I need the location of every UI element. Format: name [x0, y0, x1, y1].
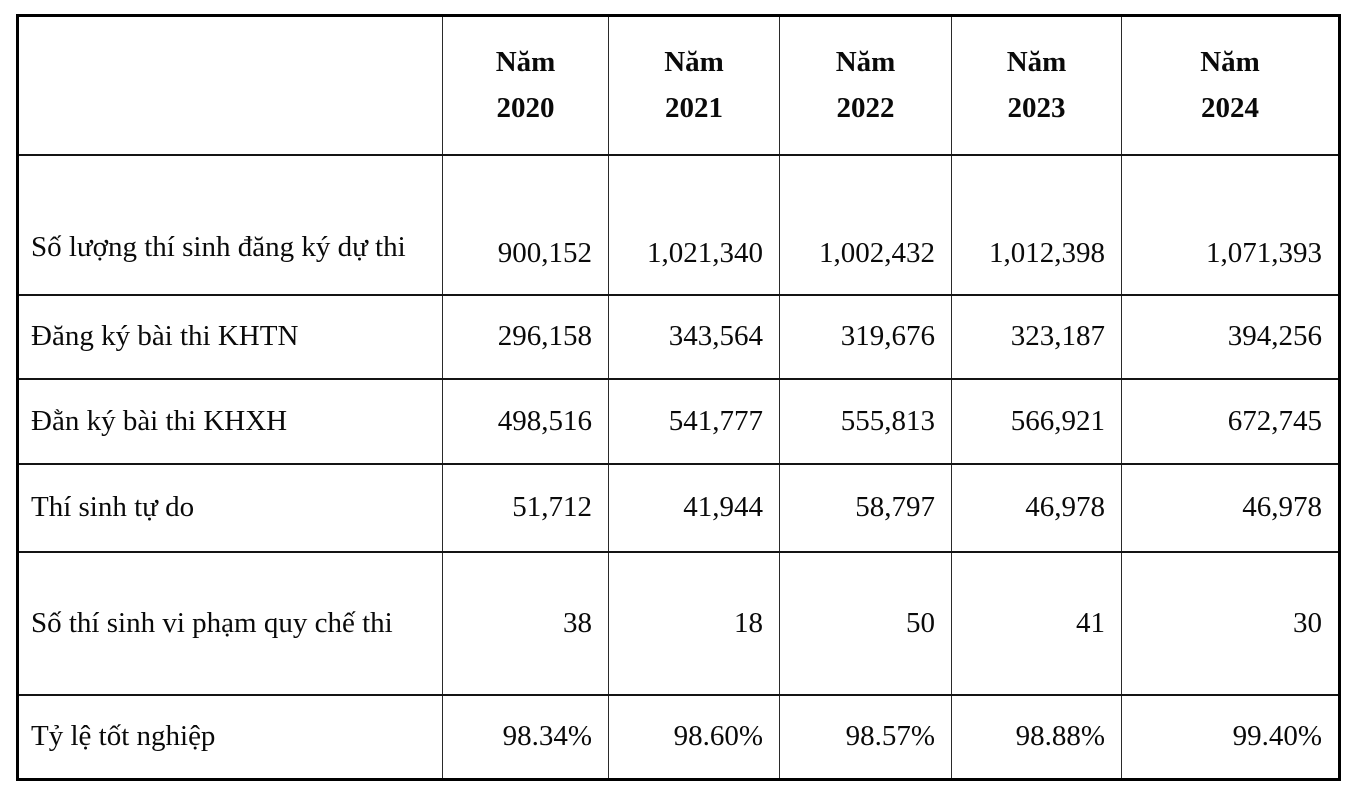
cell-value: 323,187 [951, 293, 1122, 380]
cell-value: 98.88% [951, 693, 1122, 781]
cell-value: 1,071,393 [1121, 153, 1340, 296]
cell-value: 98.57% [779, 693, 952, 781]
row-label: Đăng ký bài thi KHTN [17, 293, 443, 380]
year-word: Năm [1200, 45, 1260, 78]
year-number: 2023 [1007, 92, 1066, 125]
cell-value: 900,152 [442, 153, 609, 296]
year-word: Năm [1006, 45, 1067, 78]
year-number: 2020 [496, 92, 555, 125]
year-number: 2021 [665, 92, 723, 125]
cell-value: 343,564 [608, 293, 780, 380]
table-row-graduation-rate: Tỷ lệ tốt nghiệp 98.34% 98.60% 98.57% 98… [17, 693, 1340, 781]
row-label: Thí sinh tự do [17, 462, 443, 553]
header-row: Năm 2020 Năm 2021 Năm 2022 Năm 2023 Năm [17, 14, 1340, 156]
cell-value: 296,158 [442, 293, 609, 380]
column-header-2021: Năm 2021 [608, 14, 780, 156]
table-row-khxh-registration: Đằn ký bài thi KHXH 498,516 541,777 555,… [17, 377, 1340, 465]
column-header-2024: Năm 2024 [1121, 14, 1340, 156]
cell-value: 394,256 [1121, 293, 1340, 380]
year-number: 2022 [836, 92, 895, 125]
corner-empty-cell [17, 14, 443, 156]
exam-statistics-table: Năm 2020 Năm 2021 Năm 2022 Năm 2023 Năm [16, 14, 1341, 781]
cell-value: 18 [608, 550, 780, 696]
cell-value: 1,002,432 [779, 153, 952, 296]
row-label: Tỷ lệ tốt nghiệp [17, 693, 443, 781]
cell-value: 555,813 [779, 377, 952, 465]
cell-value: 319,676 [779, 293, 952, 380]
cell-value: 1,012,398 [951, 153, 1122, 296]
cell-value: 566,921 [951, 377, 1122, 465]
cell-value: 672,745 [1121, 377, 1340, 465]
table-row-free-candidates: Thí sinh tự do 51,712 41,944 58,797 46,9… [17, 462, 1340, 553]
cell-value: 46,978 [1121, 462, 1340, 553]
cell-value: 541,777 [608, 377, 780, 465]
year-word: Năm [495, 45, 556, 78]
cell-value: 51,712 [442, 462, 609, 553]
cell-value: 41,944 [608, 462, 780, 553]
table-row-khtn-registration: Đăng ký bài thi KHTN 296,158 343,564 319… [17, 293, 1340, 380]
column-header-2023: Năm 2023 [951, 14, 1122, 156]
cell-value: 99.40% [1121, 693, 1340, 781]
cell-value: 58,797 [779, 462, 952, 553]
cell-value: 1,021,340 [608, 153, 780, 296]
row-label: Đằn ký bài thi KHXH [17, 377, 443, 465]
cell-value: 41 [951, 550, 1122, 696]
year-word: Năm [835, 45, 896, 78]
column-header-2022: Năm 2022 [779, 14, 952, 156]
cell-value: 38 [442, 550, 609, 696]
year-word: Năm [664, 45, 724, 78]
table-row-registered-candidates: Số lượng thí sinh đăng ký dự thi 900,152… [17, 153, 1340, 296]
column-header-2020: Năm 2020 [442, 14, 609, 156]
table-row-regulation-violations: Số thí sinh vi phạm quy chế thi 38 18 50… [17, 550, 1340, 696]
cell-value: 98.60% [608, 693, 780, 781]
cell-value: 30 [1121, 550, 1340, 696]
row-label: Số lượng thí sinh đăng ký dự thi [17, 153, 443, 296]
cell-value: 50 [779, 550, 952, 696]
cell-value: 46,978 [951, 462, 1122, 553]
year-number: 2024 [1201, 92, 1259, 125]
cell-value: 98.34% [442, 693, 609, 781]
row-label: Số thí sinh vi phạm quy chế thi [17, 550, 443, 696]
cell-value: 498,516 [442, 377, 609, 465]
